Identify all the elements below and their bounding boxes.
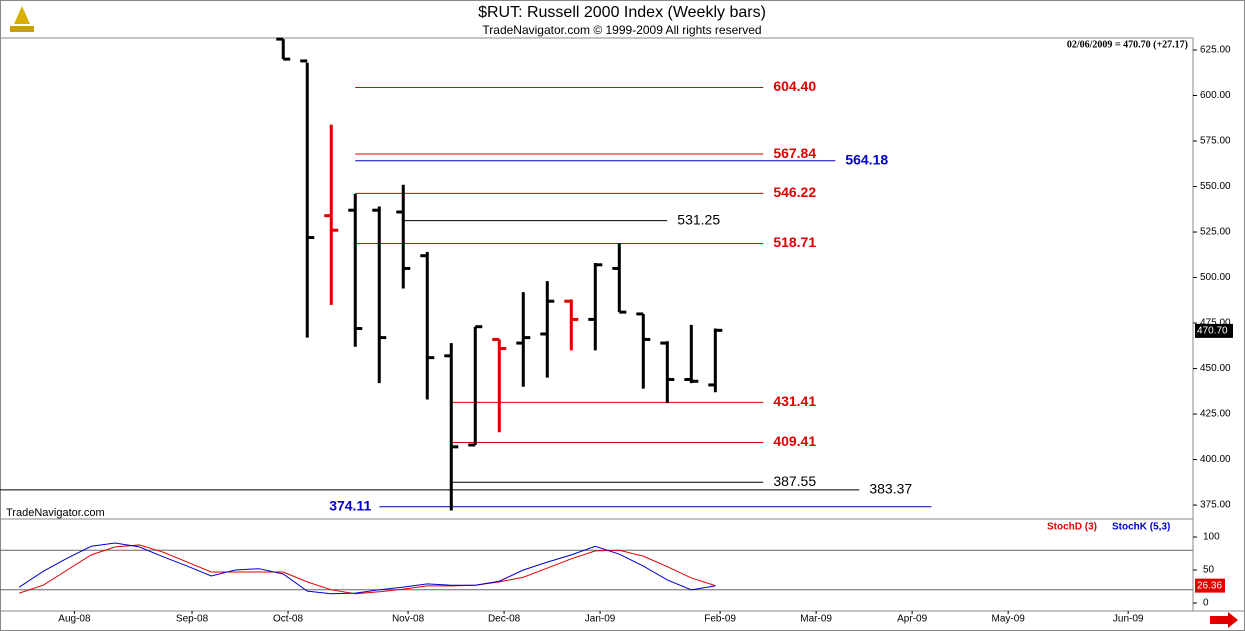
- y-tick-label: 0: [1203, 598, 1209, 609]
- legend-entry: StochK (5,3): [1112, 522, 1170, 533]
- last-value-label: 26.36: [1197, 580, 1222, 591]
- x-tick-label: Dec-08: [488, 614, 521, 625]
- y-tick-label: 375.00: [1200, 500, 1231, 511]
- y-tick-label: 550.00: [1200, 181, 1231, 192]
- x-tick-label: Feb-09: [704, 614, 736, 625]
- level-label: 387.55: [773, 473, 816, 489]
- level-label: 409.41: [773, 433, 816, 449]
- level-label: 546.22: [773, 184, 816, 200]
- level-label: 374.11: [329, 497, 371, 513]
- y-tick-label: 50: [1203, 565, 1215, 576]
- x-tick-label: Jan-09: [585, 614, 616, 625]
- level-label: 604.40: [773, 78, 816, 94]
- y-tick-label: 400.00: [1200, 454, 1231, 465]
- y-tick-label: 575.00: [1200, 136, 1231, 147]
- x-tick-label: Mar-09: [800, 614, 832, 625]
- chart-subtitle: TradeNavigator.com © 1999-2009 All right…: [482, 23, 761, 37]
- level-label: 431.41: [773, 393, 816, 409]
- y-tick-label: 500.00: [1200, 272, 1231, 283]
- y-tick-label: 450.00: [1200, 363, 1231, 374]
- last-price-box: [1195, 323, 1233, 338]
- y-tick-label: 600.00: [1200, 90, 1231, 101]
- last-value-box: [1195, 578, 1225, 593]
- y-tick-label: 475.00: [1200, 318, 1231, 329]
- level-label: 567.84: [773, 145, 816, 161]
- x-tick-label: May-09: [991, 614, 1025, 625]
- y-tick-label: 425.00: [1200, 409, 1231, 420]
- stoch-line: [18, 542, 716, 595]
- stoch-line: [19, 544, 716, 595]
- x-tick-label: Aug-08: [58, 614, 91, 625]
- y-tick-label: 100: [1203, 532, 1220, 543]
- x-tick-label: Jun-09: [1113, 614, 1144, 625]
- level-label: 518.71: [773, 234, 816, 250]
- x-tick-label: Nov-08: [392, 614, 425, 625]
- level-label: 564.18: [845, 151, 888, 167]
- last-price-label: 470.70: [1197, 326, 1228, 337]
- x-tick-label: Oct-08: [273, 614, 303, 625]
- scroll-arrow[interactable]: [1210, 612, 1238, 628]
- legend-entry: StochD (3): [1047, 522, 1097, 533]
- y-tick-label: 525.00: [1200, 227, 1231, 238]
- chart-title: $RUT: Russell 2000 Index (Weekly bars): [478, 4, 766, 21]
- logo: [10, 6, 34, 32]
- quote: 02/06/2009 = 470.70 (+27.17): [1067, 39, 1188, 50]
- level-label: 531.25: [677, 211, 720, 227]
- level-label: 383.37: [869, 481, 912, 497]
- x-tick-label: Apr-09: [897, 614, 927, 625]
- x-tick-label: Sep-08: [176, 614, 209, 625]
- y-tick-label: 625.00: [1200, 45, 1231, 56]
- watermark: TradeNavigator.com: [6, 507, 105, 519]
